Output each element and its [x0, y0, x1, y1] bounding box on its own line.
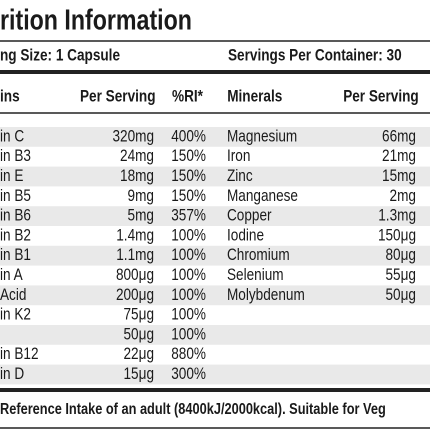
vitamin-name: in E — [0, 167, 23, 186]
vitamin-name: in B12 — [0, 345, 39, 364]
vitamin-ri: 150% — [171, 186, 206, 205]
row-band — [0, 364, 430, 385]
vitamin-ri: 100% — [171, 305, 206, 324]
mineral-name: Copper — [227, 206, 272, 225]
vitamin-amount: 50μg — [124, 325, 154, 344]
vitamin-ri: 100% — [171, 266, 206, 285]
text-layer: rition Information ng Size: 1 Capsule Se… — [0, 3, 419, 418]
vitamin-ri: 150% — [171, 147, 206, 166]
mineral-amount: 21mg — [382, 147, 416, 166]
mineral-amount: 150μg — [378, 226, 416, 245]
title: rition Information — [0, 3, 192, 36]
vitamin-ri: 880% — [171, 345, 206, 364]
vitamin-ri: 400% — [171, 127, 206, 146]
mineral-amount: 1.3mg — [378, 206, 416, 225]
column-header: Per Serving — [343, 87, 419, 106]
vitamin-name: in D — [0, 365, 24, 384]
vitamin-amount: 24mg — [120, 147, 154, 166]
vitamin-amount: 75μg — [124, 305, 154, 324]
mineral-amount: 2mg — [390, 186, 416, 205]
vitamin-ri: 100% — [171, 325, 206, 344]
mineral-name: Selenium — [227, 266, 284, 285]
mineral-name: Chromium — [227, 246, 290, 265]
vitamin-name: in B3 — [0, 147, 31, 166]
vitamin-amount: 1.1mg — [116, 246, 154, 265]
mineral-amount: 80μg — [386, 246, 416, 265]
vitamin-name: in A — [0, 266, 23, 285]
vitamin-name: in B2 — [0, 226, 31, 245]
vitamin-ri: 150% — [171, 167, 206, 186]
mineral-amount: 15mg — [382, 167, 416, 186]
vitamin-amount: 15μg — [124, 365, 154, 384]
vitamin-ri: 100% — [171, 226, 206, 245]
vitamin-amount: 800μg — [116, 266, 154, 285]
column-header: Per Serving — [80, 87, 156, 106]
column-header: Minerals — [227, 87, 282, 106]
mineral-amount: 50μg — [386, 285, 416, 304]
column-header: %RI* — [172, 87, 203, 106]
mineral-name: Magnesium — [227, 127, 297, 146]
vitamin-amount: 18mg — [120, 167, 154, 186]
row-band — [0, 166, 430, 187]
vitamin-amount: 22μg — [124, 345, 154, 364]
vitamin-name: in B6 — [0, 206, 31, 225]
vitamin-name: Acid — [0, 285, 26, 304]
vitamin-ri: 100% — [171, 246, 206, 265]
serving-size: ng Size: 1 Capsule — [0, 46, 120, 65]
vitamin-amount: 320mg — [112, 127, 154, 146]
footnote: Reference Intake of an adult (8400kJ/200… — [0, 401, 386, 419]
vitamin-amount: 1.4mg — [116, 226, 154, 245]
vitamin-ri: 300% — [171, 365, 206, 384]
mineral-amount: 66mg — [382, 127, 416, 146]
vitamin-amount: 200μg — [116, 285, 154, 304]
row-band — [0, 127, 430, 147]
vitamin-name: in B1 — [0, 246, 31, 265]
row-shading — [0, 127, 430, 385]
mineral-name: Zinc — [227, 167, 253, 186]
vitamin-name: in C — [0, 127, 24, 146]
mineral-name: Manganese — [227, 186, 298, 205]
servings-per-container: Servings Per Container: 30 — [228, 46, 402, 65]
vitamin-amount: 9mg — [128, 186, 154, 205]
mineral-amount: 55μg — [386, 266, 416, 285]
vitamin-name: in B5 — [0, 186, 31, 205]
vitamin-amount: 5mg — [128, 206, 154, 225]
row-band — [0, 285, 430, 306]
mineral-name: Iodine — [227, 226, 264, 245]
vitamin-ri: 100% — [171, 285, 206, 304]
column-header: ins — [0, 87, 20, 106]
row-band — [0, 206, 430, 226]
row-band — [0, 325, 430, 345]
row-band — [0, 245, 430, 266]
mineral-name: Iron — [227, 147, 250, 166]
vitamin-name: in K2 — [0, 305, 31, 324]
vitamin-ri: 357% — [171, 206, 206, 225]
mineral-name: Molybdenum — [227, 285, 305, 304]
